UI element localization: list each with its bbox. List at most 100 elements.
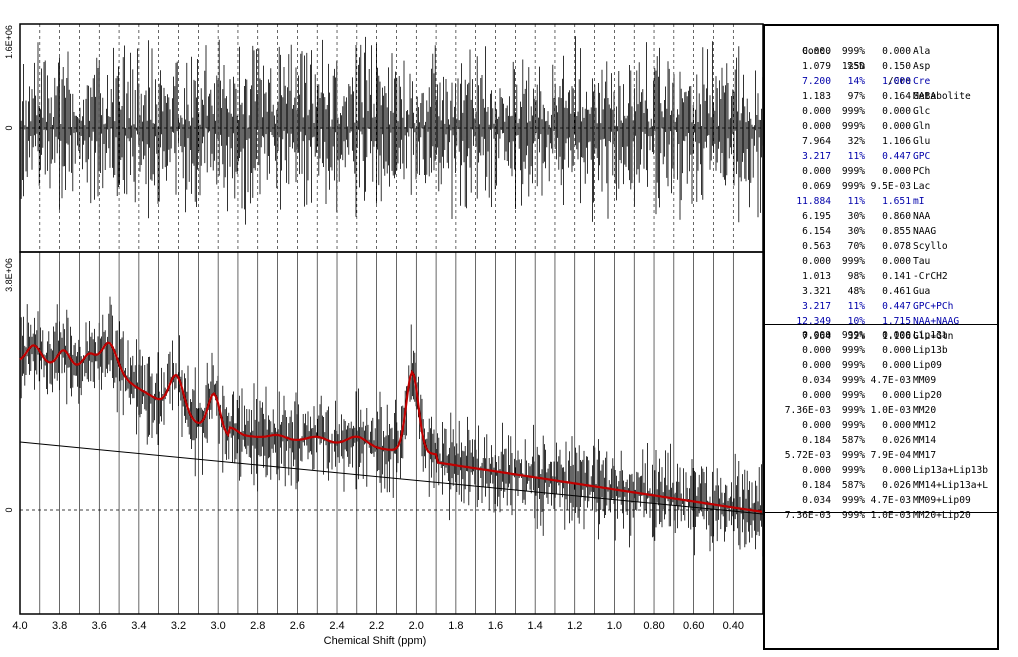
cell-conc: 7.200 bbox=[802, 76, 831, 87]
cell-conc: 0.000 bbox=[802, 106, 831, 117]
cell-cre: 1.0E-03 bbox=[870, 510, 911, 521]
cell-sd: 999% bbox=[841, 495, 865, 506]
cell-sd: 999% bbox=[841, 181, 865, 192]
table-row: 6.195 30% 0.860 NAA bbox=[765, 209, 999, 224]
table-row: 7.36E-03 999% 1.0E-03 MM20 bbox=[765, 403, 999, 418]
x-tick-label: 4.0 bbox=[12, 620, 27, 632]
cell-sd: 30% bbox=[847, 211, 865, 222]
table-row: 0.184 587% 0.026 MM14+Lip13a+L bbox=[765, 478, 999, 493]
cell-conc: 0.184 bbox=[802, 435, 831, 446]
cell-cre: 0.000 bbox=[882, 390, 911, 401]
x-tick-label: 1.0 bbox=[607, 620, 622, 632]
cell-cre: 0.000 bbox=[882, 465, 911, 476]
cell-sd: 125% bbox=[841, 61, 865, 72]
cell-metabolite: Scyllo bbox=[913, 241, 948, 252]
cell-conc: 5.72E-03 bbox=[784, 450, 831, 461]
table-row: 0.000 999% 0.000 PCh bbox=[765, 164, 999, 179]
cell-sd: 999% bbox=[841, 106, 865, 117]
table-row: 7.964 32% 1.106 Glu+Gln bbox=[765, 329, 999, 344]
spectrum-zero-label: 0 bbox=[4, 507, 14, 512]
table-row: 0.184 587% 0.026 MM14 bbox=[765, 433, 999, 448]
cell-conc: 3.217 bbox=[802, 301, 831, 312]
table-row: 7.964 32% 1.106 Glu bbox=[765, 134, 999, 149]
cell-cre: 0.026 bbox=[882, 435, 911, 446]
cell-sd: 11% bbox=[847, 301, 865, 312]
x-tick-label: 3.4 bbox=[131, 620, 146, 632]
cell-cre: 0.000 bbox=[882, 106, 911, 117]
cell-metabolite: NAA bbox=[913, 211, 931, 222]
x-tick-label: 1.2 bbox=[567, 620, 582, 632]
table-row: 0.000 999% 0.000 Glc bbox=[765, 104, 999, 119]
header-metabolite: Metabolite bbox=[913, 91, 971, 102]
cell-sd: 70% bbox=[847, 241, 865, 252]
cell-cre: 9.5E-03 bbox=[870, 181, 911, 192]
cell-metabolite: Asp bbox=[913, 61, 931, 72]
table-row: 0.000 999% 0.000 Lip13a+Lip13b bbox=[765, 463, 999, 478]
cell-metabolite: GPC bbox=[913, 151, 931, 162]
cell-sd: 999% bbox=[841, 166, 865, 177]
cell-cre: 1.0E-03 bbox=[870, 405, 911, 416]
table-row: 0.000 999% 0.000 Tau bbox=[765, 254, 999, 269]
table-header: Conc. %SD /Cre Metabolite bbox=[765, 29, 999, 102]
cell-cre: 0.000 bbox=[882, 46, 911, 57]
cell-sd: 999% bbox=[841, 420, 865, 431]
table-divider bbox=[765, 324, 997, 325]
cell-sd: 14% bbox=[847, 76, 865, 87]
spectrum-data-trace bbox=[19, 296, 764, 557]
cell-sd: 32% bbox=[847, 331, 865, 342]
cell-sd: 999% bbox=[841, 450, 865, 461]
cell-conc: 0.000 bbox=[802, 46, 831, 57]
data-trace-path bbox=[19, 296, 764, 557]
x-tick-label: 3.8 bbox=[52, 620, 67, 632]
cell-conc: 0.000 bbox=[802, 256, 831, 267]
baseline-line bbox=[19, 441, 764, 515]
cell-cre: 1.106 bbox=[882, 136, 911, 147]
cell-cre: 0.164 bbox=[882, 91, 911, 102]
residual-trace bbox=[19, 36, 764, 225]
cell-metabolite: Lac bbox=[913, 181, 931, 192]
x-tick-label: 0.40 bbox=[723, 620, 744, 632]
cell-metabolite: MM14 bbox=[913, 435, 937, 446]
cell-cre: 1.106 bbox=[882, 331, 911, 342]
cell-cre: 0.000 bbox=[882, 121, 911, 132]
cell-conc: 0.184 bbox=[802, 480, 831, 491]
cell-metabolite: -CrCH2 bbox=[913, 271, 948, 282]
cell-cre: 7.9E-04 bbox=[870, 450, 911, 461]
table-row: 0.000 999% 0.000 Lip20 bbox=[765, 388, 999, 403]
table-row: 0.069 999% 9.5E-03 Lac bbox=[765, 179, 999, 194]
table-row: 0.563 70% 0.078 Scyllo bbox=[765, 239, 999, 254]
cell-cre: 0.000 bbox=[882, 166, 911, 177]
residual-panel-frame bbox=[19, 23, 764, 253]
cell-cre: 0.000 bbox=[882, 360, 911, 371]
cell-conc: 0.000 bbox=[802, 420, 831, 431]
cell-conc: 6.195 bbox=[802, 211, 831, 222]
cell-metabolite: Lip20 bbox=[913, 390, 942, 401]
cell-sd: 11% bbox=[847, 151, 865, 162]
x-tick-label: 3.6 bbox=[92, 620, 107, 632]
cell-sd: 97% bbox=[847, 91, 865, 102]
cell-cre: 0.150 bbox=[882, 61, 911, 72]
table-divider bbox=[765, 512, 997, 513]
cell-cre: 0.078 bbox=[882, 241, 911, 252]
cell-conc: 0.000 bbox=[802, 121, 831, 132]
cell-sd: 999% bbox=[841, 121, 865, 132]
cell-cre: 0.000 bbox=[882, 256, 911, 267]
table-row: 3.217 11% 0.447 GPC bbox=[765, 149, 999, 164]
cell-metabolite: MM09+Lip09 bbox=[913, 495, 971, 506]
table-row: 1.013 98% 0.141 -CrCH2 bbox=[765, 269, 999, 284]
table-row: 0.000 999% 0.000 Lip13a bbox=[765, 328, 999, 343]
cell-sd: 999% bbox=[841, 360, 865, 371]
cell-sd: 10% bbox=[847, 316, 865, 327]
table-row: 0.000 999% 0.000 Lip09 bbox=[765, 358, 999, 373]
table-row: 11.884 11% 1.651 mI bbox=[765, 194, 999, 209]
cell-metabolite: Lip09 bbox=[913, 360, 942, 371]
cell-sd: 587% bbox=[841, 480, 865, 491]
cell-metabolite: Glu+Gln bbox=[913, 331, 954, 342]
cell-conc: 1.183 bbox=[802, 91, 831, 102]
cell-cre: 0.141 bbox=[882, 271, 911, 282]
cell-metabolite: mI bbox=[913, 196, 925, 207]
cell-sd: 999% bbox=[841, 375, 865, 386]
table-row: 0.000 999% 0.000 Gln bbox=[765, 119, 999, 134]
table-row: 1.183 97% 0.164 GABA bbox=[765, 89, 999, 104]
